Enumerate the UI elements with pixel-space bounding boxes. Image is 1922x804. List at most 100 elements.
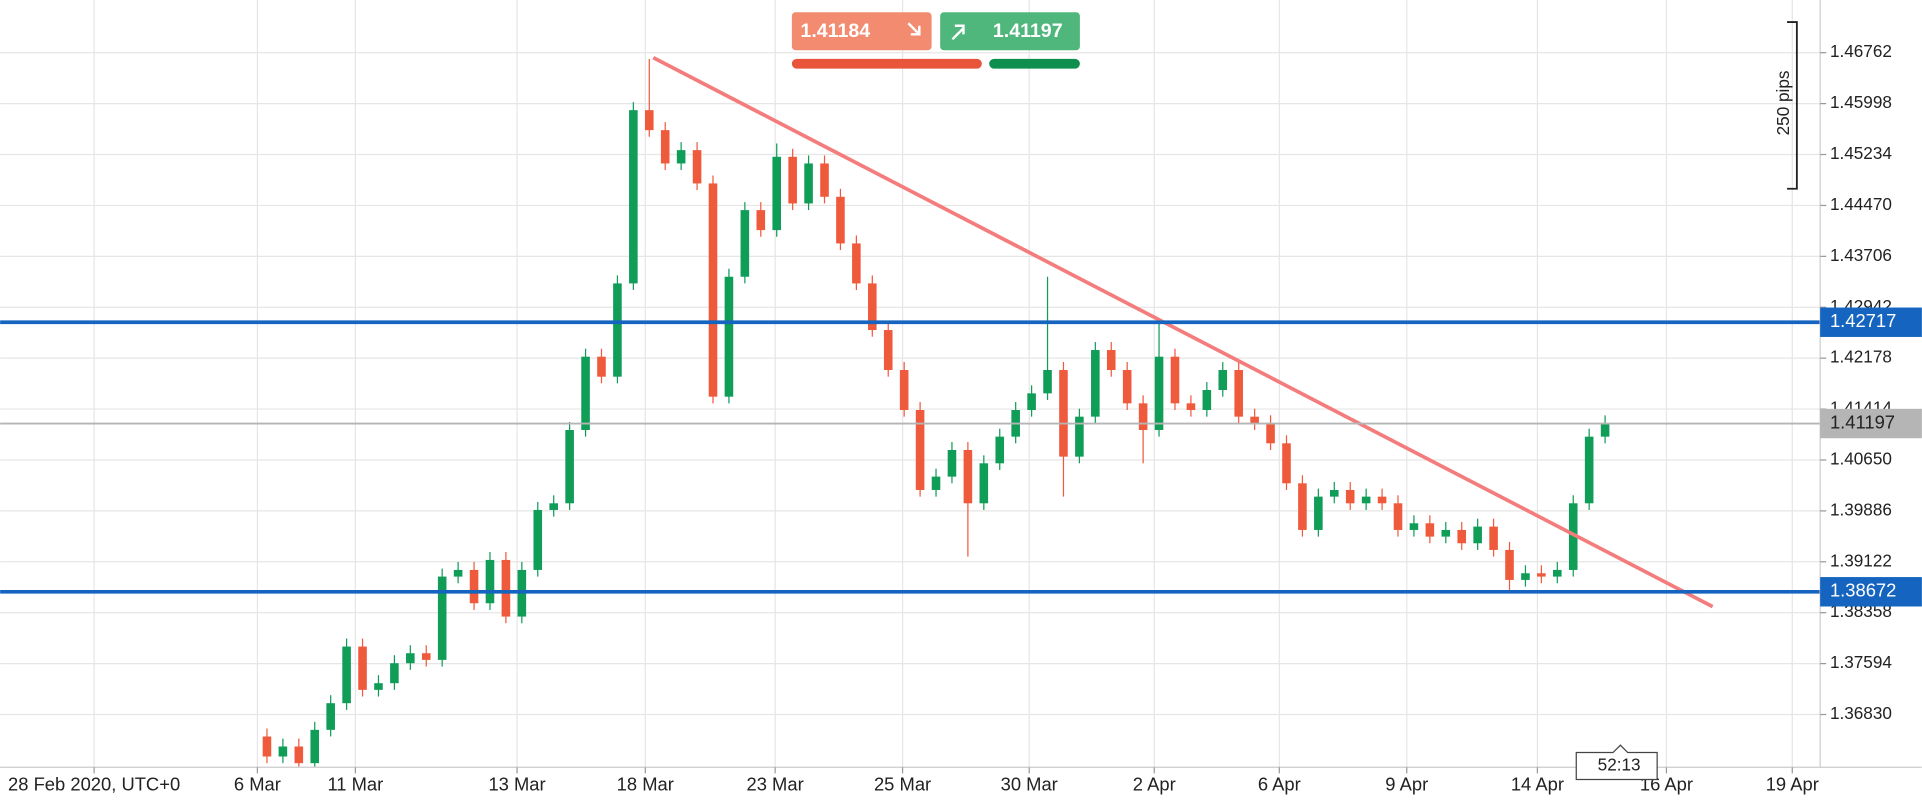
x-tick-label: 25 Mar	[874, 773, 931, 794]
candle-body	[453, 569, 463, 577]
buy-button[interactable]	[940, 12, 1080, 51]
trade-panel[interactable]: 1.41184 1.41197	[791, 12, 1080, 69]
ruler-bracket	[1787, 21, 1798, 190]
candle-body	[1473, 526, 1482, 544]
candle-body	[1377, 496, 1387, 504]
candle-body	[979, 463, 989, 504]
candle-body	[1186, 403, 1196, 411]
candle-body	[931, 476, 941, 490]
candle-body	[899, 370, 909, 411]
y-tick-label: 1.46762	[1830, 41, 1892, 61]
candle-body	[1138, 403, 1148, 430]
grid-layer	[0, 0, 1821, 768]
level-tag	[1820, 307, 1922, 337]
candle-body	[836, 196, 845, 244]
candle-body	[1282, 443, 1291, 484]
candle-body	[1154, 356, 1164, 430]
buy-price: 1.41197	[993, 20, 1063, 42]
candle-body	[262, 736, 272, 757]
buy-arrow	[951, 24, 965, 41]
sell-bar	[791, 58, 982, 69]
candle-body	[1584, 436, 1594, 504]
candle-body	[995, 436, 1005, 464]
candle-body	[852, 243, 861, 284]
candle-body	[1059, 370, 1068, 457]
candle-body	[501, 559, 511, 617]
candle-body	[1091, 350, 1100, 417]
y-tick-label: 1.43706	[1830, 245, 1892, 265]
current-price-label: 1.41197	[1830, 411, 1895, 432]
x-tick-label: 18 Mar	[617, 773, 674, 794]
ruler-label: 250 pips	[1773, 71, 1793, 136]
candle-body	[1553, 569, 1562, 577]
level-label: 1.42717	[1830, 310, 1896, 331]
candle-body	[868, 283, 877, 331]
candle-body	[1298, 483, 1307, 530]
candle-body	[676, 150, 686, 164]
sell-arrow	[907, 22, 921, 36]
candle-body	[660, 130, 670, 164]
candle-body	[1027, 393, 1036, 411]
y-tick-label: 1.37594	[1830, 652, 1892, 672]
candle-body	[310, 729, 320, 764]
trendline	[652, 56, 1714, 609]
y-tick-label: 1.45998	[1830, 92, 1892, 112]
x-tick-label: 30 Mar	[1001, 773, 1058, 794]
candle-body	[756, 210, 766, 231]
candle-body	[390, 663, 399, 684]
y-tick-label: 1.36830	[1830, 703, 1892, 723]
candle-body	[692, 150, 702, 184]
sell-button[interactable]	[791, 12, 932, 51]
candle-body	[1345, 489, 1355, 504]
candle-body	[1043, 370, 1052, 394]
candle-body	[1314, 496, 1323, 530]
candle-body	[1218, 370, 1228, 391]
current-price-tag	[1820, 408, 1922, 439]
y-tick-label: 1.44470	[1830, 194, 1892, 214]
candle-body	[1537, 573, 1546, 577]
candle-body	[724, 276, 734, 397]
y-tick-label: 1.39886	[1830, 499, 1892, 519]
candle-body	[915, 410, 925, 490]
x-tick-label: 9 Apr	[1385, 773, 1428, 794]
buy-bar	[989, 58, 1080, 69]
candle-body	[788, 156, 797, 204]
candle-body	[708, 183, 718, 397]
candle-body	[1122, 370, 1132, 404]
candle-body	[469, 569, 479, 604]
candle-body	[1393, 503, 1403, 530]
candle-body	[1441, 529, 1451, 537]
candle-body	[406, 653, 415, 664]
candle-body	[278, 746, 288, 757]
candle-body	[1234, 370, 1243, 417]
x-tick-label: 2 Apr	[1133, 773, 1176, 794]
x-tick-label: 28 Feb 2020, UTC+0	[8, 773, 180, 794]
candle-body	[358, 646, 367, 690]
candle-body	[1202, 390, 1212, 411]
candle-body	[1329, 489, 1339, 497]
candle-body	[437, 576, 447, 660]
candle-body	[485, 559, 495, 604]
sell-price: 1.41184	[800, 20, 870, 42]
candle-body	[421, 653, 431, 660]
candle-body	[1361, 496, 1371, 504]
y-tick-label: 1.39122	[1830, 550, 1892, 570]
candle-body	[883, 330, 893, 371]
candle-body	[326, 703, 335, 730]
candle-body	[294, 746, 304, 764]
candle-body	[597, 356, 606, 377]
candle-body	[342, 646, 351, 704]
candle-body	[804, 163, 813, 204]
x-tick-label: 6 Mar	[234, 773, 281, 794]
candle-body	[1106, 350, 1116, 371]
axes-layer: 1.467621.459981.452341.444701.437061.429…	[8, 41, 1922, 794]
timer-box	[1575, 744, 1658, 781]
x-tick-label: 6 Apr	[1258, 773, 1301, 794]
x-tick-label: 14 Apr	[1511, 773, 1564, 794]
candle-body	[533, 509, 543, 570]
candle-body	[1170, 356, 1180, 404]
level-tag	[1820, 577, 1922, 607]
level-label: 1.38672	[1830, 580, 1896, 601]
